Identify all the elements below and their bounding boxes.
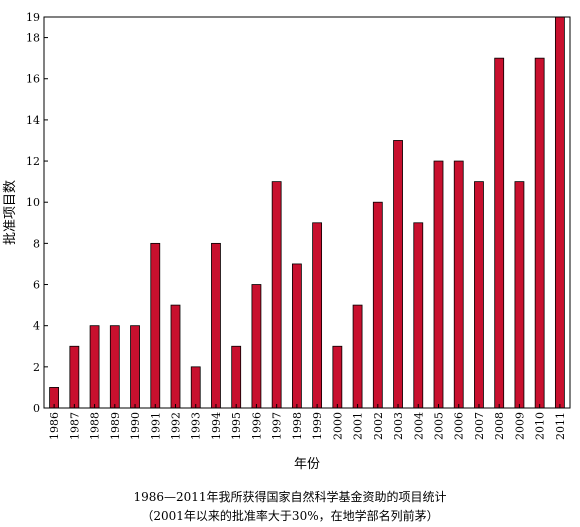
bars-group (49, 16, 565, 409)
bar-1989 (109, 325, 120, 409)
x-tick-label-2009: 2009 (513, 412, 526, 440)
x-tick-label-2001: 2001 (352, 412, 365, 440)
y-tick-label: 8 (33, 237, 40, 250)
bar-2002 (372, 201, 383, 409)
bar-1990 (130, 325, 140, 409)
x-tick-label-2011: 2011 (554, 412, 567, 440)
bar-2009 (514, 181, 525, 409)
bar-2005 (433, 160, 444, 409)
bar-1991 (150, 242, 161, 409)
x-tick-label-1987: 1987 (68, 412, 81, 440)
y-tick-label: 12 (26, 155, 40, 168)
bar-1988 (89, 325, 100, 409)
bar-1992 (170, 304, 181, 409)
x-tick-label-1991: 1991 (149, 412, 162, 440)
x-tick-label-1988: 1988 (89, 412, 102, 440)
x-tick-label-1999: 1999 (311, 412, 324, 440)
bar-2008 (494, 57, 505, 409)
y-tick-label: 14 (26, 114, 40, 127)
y-tick-label: 2 (33, 361, 40, 374)
x-tick-label-2003: 2003 (392, 412, 405, 440)
x-tick-label-1997: 1997 (271, 412, 284, 440)
x-tick-label-1989: 1989 (109, 412, 122, 440)
bar-2000 (332, 345, 343, 409)
x-tick-label-1993: 1993 (190, 412, 203, 440)
x-tick-label-1986: 1986 (48, 412, 61, 440)
y-tick-label: 6 (33, 279, 40, 292)
x-tick-label-2010: 2010 (534, 412, 547, 440)
x-tick-label-1990: 1990 (129, 412, 142, 440)
bar-2010 (534, 57, 545, 409)
y-axis-ticks: 0 2 4 6 8 10 12 14 16 18 19 (26, 11, 48, 415)
y-tick-label: 0 (33, 402, 40, 415)
bar-1996 (251, 284, 262, 409)
bar-1987 (69, 345, 80, 409)
x-tick-label-2006: 2006 (453, 412, 466, 440)
bar-2011 (554, 16, 565, 409)
x-tick-label-2002: 2002 (372, 412, 385, 440)
y-tick-label: 16 (26, 73, 40, 86)
x-tick-label-1992: 1992 (170, 412, 183, 440)
x-tick-label-2000: 2000 (331, 412, 344, 440)
plot-frame (43, 16, 571, 409)
bar-1995 (231, 345, 242, 409)
caption-note: （2001年以来的批准率大于30%，在地学部名列前茅） (141, 509, 439, 523)
bar-2007 (474, 181, 484, 409)
y-axis-label: 批准项目数 (3, 180, 18, 245)
y-tick-label: 10 (26, 196, 40, 209)
x-tick-label-1995: 1995 (230, 412, 243, 440)
bar-2003 (393, 140, 403, 409)
y-tick-label: 18 (26, 32, 40, 45)
x-tick-label-2008: 2008 (493, 412, 506, 440)
bar-1998 (291, 263, 302, 409)
x-tick-label-2007: 2007 (473, 412, 486, 440)
bar-1993 (190, 366, 201, 409)
y-tick-label: 4 (33, 320, 40, 333)
bar-2004 (413, 222, 424, 409)
bar-1997 (271, 181, 282, 409)
x-tick-label-1994: 1994 (210, 412, 223, 440)
x-axis-ticks: 1986 1987 1988 1989 1990 1991 1992 1993 1994 1995… (48, 404, 567, 440)
x-tick-label-2004: 2004 (412, 412, 425, 440)
x-tick-label-1998: 1998 (291, 412, 304, 440)
x-axis-label: 年份 (294, 457, 320, 472)
x-tick-label-1996: 1996 (250, 412, 263, 440)
y-tick-label: 19 (26, 11, 40, 24)
x-tick-label-2005: 2005 (433, 412, 446, 440)
caption-title: 1986—2011年我所获得国家自然科学基金资助的项目统计 (133, 490, 447, 504)
bar-1994 (211, 242, 221, 409)
bar-2006 (453, 160, 464, 409)
bar-2001 (352, 304, 363, 409)
bar-1999 (312, 222, 323, 409)
